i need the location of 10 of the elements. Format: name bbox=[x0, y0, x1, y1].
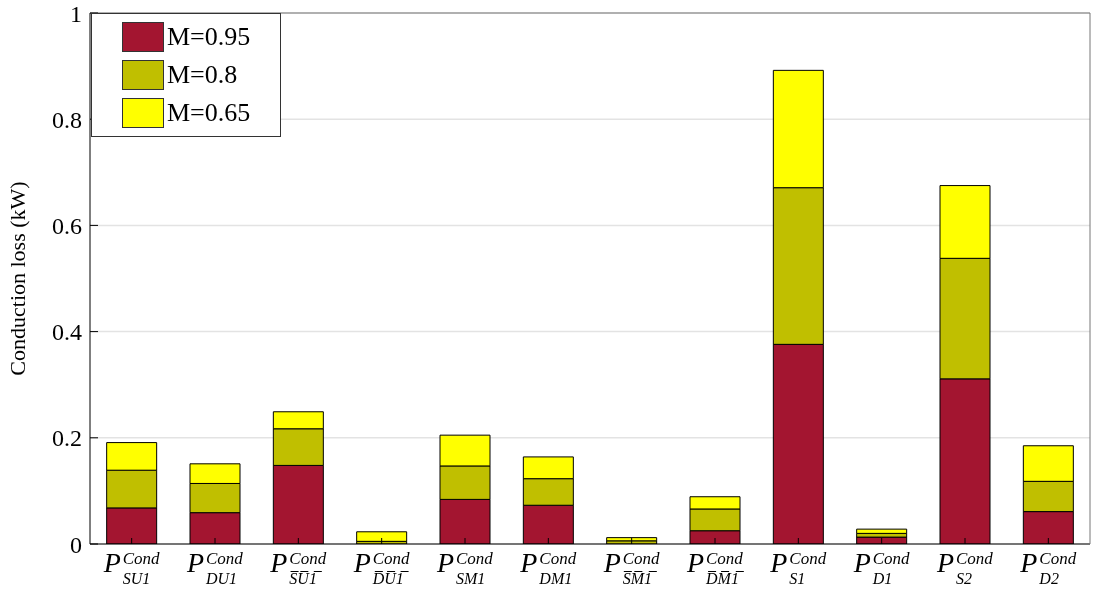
legend-label: M=0.8 bbox=[167, 60, 238, 90]
y-tick-label: 0 bbox=[70, 531, 82, 558]
y-tick-label: 1 bbox=[70, 0, 82, 27]
y-tick-label: 0.6 bbox=[52, 212, 82, 239]
legend-label: M=0.65 bbox=[167, 98, 251, 128]
y-axis-title: Conduction loss (kW) bbox=[4, 181, 30, 376]
y-tick-label: 0.8 bbox=[52, 106, 82, 133]
legend-label: M=0.95 bbox=[167, 22, 251, 52]
y-tick-label: 0.4 bbox=[52, 319, 82, 346]
y-tick-label: 0.2 bbox=[52, 425, 82, 452]
